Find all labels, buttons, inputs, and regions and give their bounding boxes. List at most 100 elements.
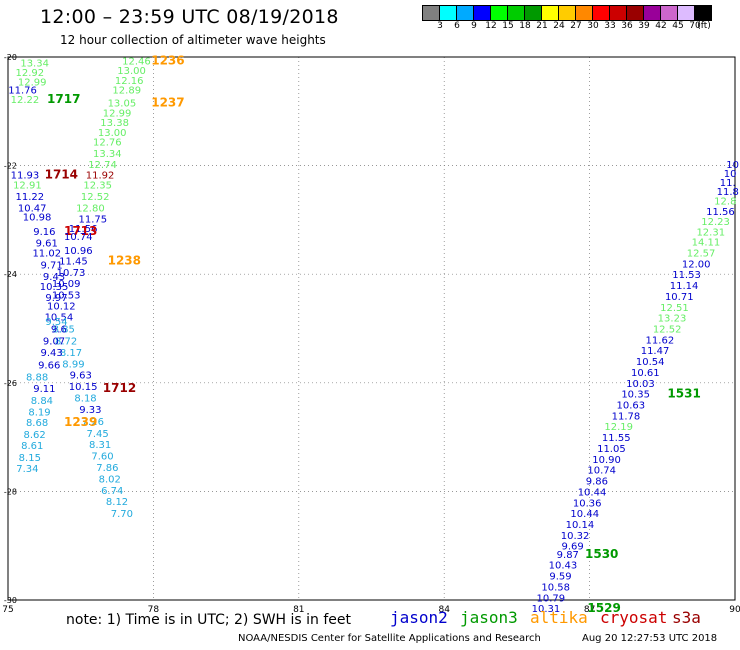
color-scale-label: 9 bbox=[471, 21, 477, 31]
wave-height-label: 10.74 bbox=[587, 466, 616, 477]
wave-height-label: 10.73 bbox=[57, 268, 86, 279]
wave-height-label: 9.11 bbox=[33, 384, 55, 395]
wave-height-label: 12.99 bbox=[18, 77, 47, 88]
color-scale-label: 3 bbox=[437, 21, 443, 31]
wave-height-label: 12.52 bbox=[653, 325, 682, 336]
wave-height-label: 8.99 bbox=[62, 359, 84, 370]
map-frame bbox=[7, 56, 736, 601]
wave-height-label: 10.96 bbox=[64, 246, 93, 257]
wave-height-label: 10.03 bbox=[626, 379, 655, 390]
wave-height-label: 11.92 bbox=[86, 170, 115, 181]
lat-tick-label: -28 bbox=[4, 487, 17, 496]
wave-height-label: 13.34 bbox=[20, 58, 49, 69]
color-scale-label: 30 bbox=[587, 21, 599, 31]
wave-height-label: 11.93 bbox=[11, 170, 40, 181]
wave-height-label: 8.12 bbox=[106, 497, 128, 508]
pass-time-label: 1530 bbox=[585, 547, 618, 561]
wave-height-label: 11.47 bbox=[641, 346, 670, 357]
wave-height-label: 8.68 bbox=[26, 418, 48, 429]
color-swatch bbox=[694, 5, 712, 21]
wave-height-label: 12.46 bbox=[122, 56, 151, 67]
wave-height-label: 12.31 bbox=[696, 227, 725, 238]
credit-text: NOAA/NESDIS Center for Satellite Applica… bbox=[238, 633, 541, 644]
lon-tick-label: 81 bbox=[293, 605, 304, 615]
wave-height-label: 10.63 bbox=[616, 401, 645, 412]
wave-height-label: 13.38 bbox=[100, 118, 129, 129]
wave-height-label: 11.02 bbox=[32, 248, 61, 259]
lon-tick-label: 84 bbox=[438, 605, 450, 615]
wave-height-label: 12.52 bbox=[81, 192, 110, 203]
pass-time-label: 1531 bbox=[667, 387, 700, 401]
color-scale-bar bbox=[422, 5, 712, 21]
color-scale-label: (ft) bbox=[697, 21, 711, 31]
wave-height-label: 10.32 bbox=[561, 531, 590, 542]
wave-height-label: 8.61 bbox=[21, 441, 43, 452]
wave-height-label: 9.63 bbox=[70, 371, 92, 382]
color-scale-label: 45 bbox=[672, 21, 684, 31]
wave-height-label: 11.22 bbox=[15, 192, 44, 203]
wave-height-label: 12.91 bbox=[13, 181, 42, 192]
wave-height-label: 11.56 bbox=[69, 224, 98, 235]
wave-height-label: 9.97 bbox=[45, 293, 67, 304]
wave-height-label: 7.70 bbox=[111, 509, 133, 520]
wave-height-label: 10.35 bbox=[621, 390, 650, 401]
pass-time-label: 1236 bbox=[151, 53, 184, 67]
wave-height-label: 8.15 bbox=[19, 453, 41, 464]
legend-item-s3a: s3a bbox=[672, 608, 701, 627]
wave-height-label: 10.54 bbox=[45, 313, 74, 324]
wave-height-label: 11.62 bbox=[646, 335, 675, 346]
color-scale-label: 36 bbox=[621, 21, 633, 31]
wave-height-label: 12.92 bbox=[15, 68, 44, 79]
pass-time-label: 1237 bbox=[151, 96, 184, 110]
wave-height-label: 11.75 bbox=[78, 214, 107, 225]
wave-height-label: 10.31 bbox=[532, 604, 561, 615]
wave-height-label: 9.43 bbox=[43, 272, 65, 283]
wave-height-label: 10.35 bbox=[40, 282, 69, 293]
wave-height-label: 12.23 bbox=[701, 217, 730, 228]
lon-tick-label: 90 bbox=[729, 605, 740, 615]
wave-height-label: 8.18 bbox=[74, 393, 96, 404]
color-scale-label: 12 bbox=[485, 21, 497, 31]
wave-height-label: 10.44 bbox=[570, 509, 599, 520]
generated-timestamp: Aug 20 12:27:53 UTC 2018 bbox=[582, 633, 718, 644]
wave-height-label: 9.86 bbox=[586, 477, 608, 488]
color-scale-label: 18 bbox=[519, 21, 531, 31]
wave-height-label: 11.05 bbox=[597, 444, 626, 455]
wave-height-label: 10.36 bbox=[573, 498, 602, 509]
wave-height-label: 11.53 bbox=[672, 270, 701, 281]
wave-height-label: 10.12 bbox=[47, 302, 76, 313]
wave-height-label: 10.43 bbox=[549, 561, 578, 572]
wave-height-label: 9.71 bbox=[40, 260, 62, 271]
wave-height-label: 12.76 bbox=[93, 138, 122, 149]
wave-height-label: 7.86 bbox=[96, 463, 118, 474]
wave-height-label: 9.54 bbox=[45, 317, 67, 328]
wave-height-label: 10 bbox=[726, 160, 739, 171]
wave-height-label: 12.35 bbox=[83, 181, 112, 192]
pass-time-label: 1239 bbox=[64, 415, 97, 429]
wave-height-label: 10.71 bbox=[665, 292, 694, 303]
color-scale-label: 21 bbox=[536, 21, 548, 31]
wave-height-label: 8.31 bbox=[89, 440, 111, 451]
wave-height-label: 12.51 bbox=[660, 303, 689, 314]
wave-height-label: 10.47 bbox=[18, 203, 47, 214]
wave-height-label: 13.00 bbox=[98, 128, 127, 139]
legend-item-cryosat: cryosat bbox=[600, 608, 668, 627]
wave-height-label: 14.11 bbox=[692, 238, 721, 249]
wave-height-label: 12.99 bbox=[103, 108, 132, 119]
wave-height-label: 10.74 bbox=[64, 232, 93, 243]
lon-tick-label: 78 bbox=[148, 605, 160, 615]
legend-item-jason2: jason2 bbox=[390, 608, 448, 627]
wave-height-label: 10 bbox=[724, 169, 737, 180]
color-scale-label: 39 bbox=[638, 21, 650, 31]
wave-height-label: 10.09 bbox=[52, 279, 81, 290]
lat-tick-label: -26 bbox=[4, 379, 17, 388]
color-scale-label: 70 bbox=[689, 21, 701, 31]
wave-height-label: 13.34 bbox=[93, 149, 122, 160]
color-scale-label: 27 bbox=[570, 21, 582, 31]
wave-height-label: 13.05 bbox=[108, 99, 137, 110]
wave-height-label: 10.44 bbox=[578, 487, 607, 498]
wave-height-label: 9.69 bbox=[562, 542, 584, 553]
wave-height-label: 12.80 bbox=[76, 203, 105, 214]
color-scale-label: 24 bbox=[553, 21, 565, 31]
